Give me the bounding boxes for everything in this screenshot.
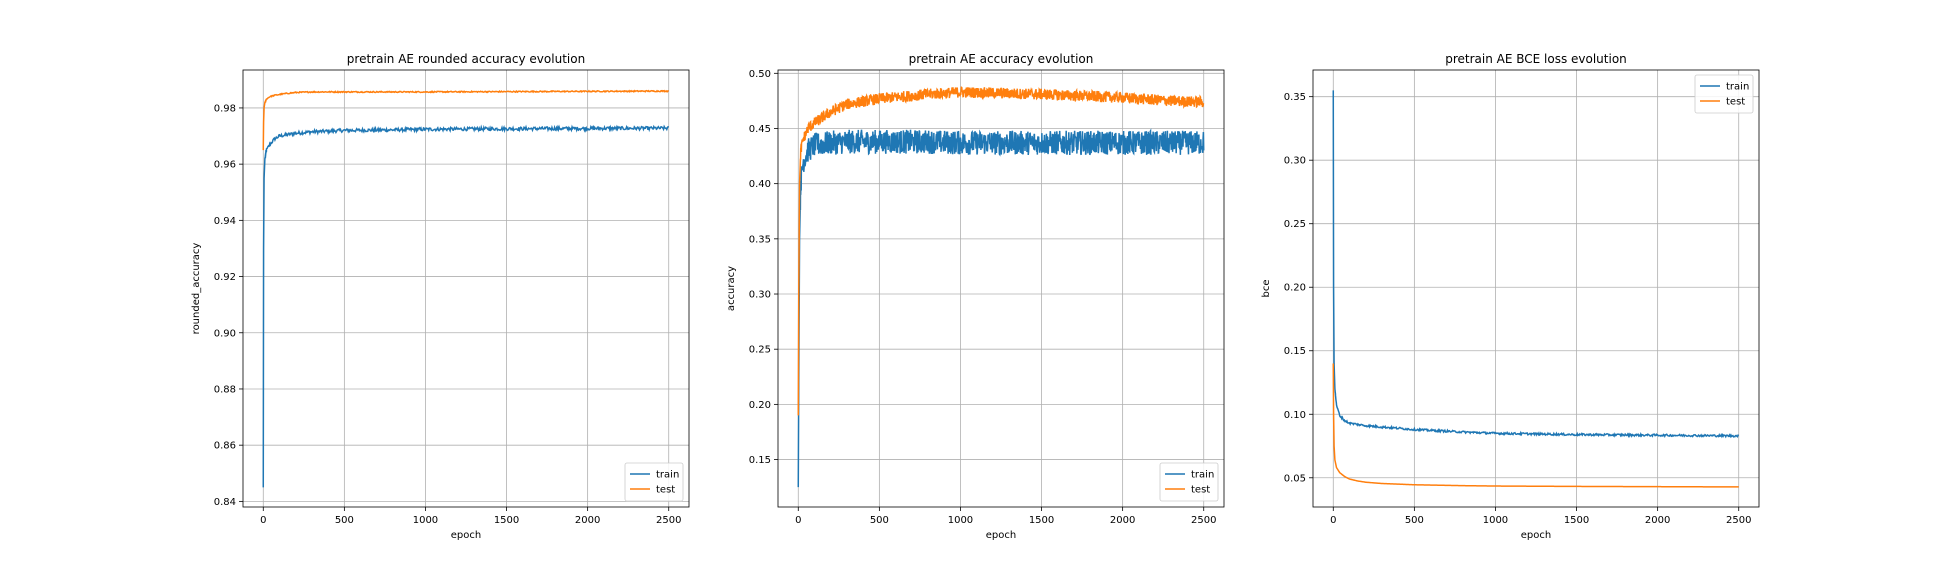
legend-label-test: test xyxy=(1726,97,1745,108)
x-tick-label: 2000 xyxy=(575,515,600,526)
x-axis-label: epoch xyxy=(451,530,481,541)
x-tick-label: 1500 xyxy=(1564,515,1589,526)
y-tick-label: 0.94 xyxy=(214,216,236,227)
axes-frame xyxy=(777,69,1225,508)
axes-frame xyxy=(1312,69,1760,508)
chart-title: pretrain AE BCE loss evolution xyxy=(1445,52,1627,66)
y-axis-label: rounded_accuracy xyxy=(191,243,202,335)
x-axis-label: epoch xyxy=(1521,530,1551,541)
chart-panel-1: 0 500 1000 1500 2000 2500 0.84 0.86 0.88 0.90 0.92… xyxy=(191,52,690,541)
x-tick-label: 1500 xyxy=(1029,515,1054,526)
legend-box xyxy=(1159,462,1219,502)
x-tick-label: 2500 xyxy=(1726,515,1751,526)
chart-panel-3: 0 500 1000 1500 2000 2500 0.05 0.10 0.15 0.20 0.25… xyxy=(1261,52,1760,541)
y-tick-label: 0.45 xyxy=(749,124,771,135)
y-tick-label: 0.98 xyxy=(214,103,236,114)
y-tick-label: 0.35 xyxy=(749,234,771,245)
x-axis-label: epoch xyxy=(986,530,1016,541)
y-tick-label: 0.92 xyxy=(214,272,236,283)
chart-title: pretrain AE accuracy evolution xyxy=(909,52,1094,66)
x-tick-label: 2000 xyxy=(1645,515,1670,526)
x-tick-label: 0 xyxy=(1330,515,1336,526)
y-tick-label: 0.90 xyxy=(214,328,236,339)
legend: train test xyxy=(1694,74,1754,114)
y-tick-label: 0.88 xyxy=(214,384,236,395)
x-tick-label: 2500 xyxy=(656,515,681,526)
series-line-train xyxy=(262,124,669,488)
y-tick-label: 0.25 xyxy=(1284,219,1306,230)
x-tick-label: 0 xyxy=(260,515,266,526)
x-tick-label: 2000 xyxy=(1110,515,1135,526)
x-tick-label: 1000 xyxy=(413,515,438,526)
legend-box xyxy=(624,462,684,502)
x-tick-label: 1000 xyxy=(1483,515,1508,526)
legend: train test xyxy=(624,462,684,502)
legend-label-test: test xyxy=(656,485,675,496)
x-tick-label: 500 xyxy=(335,515,354,526)
legend-label-train: train xyxy=(1726,82,1749,93)
x-tick-label: 500 xyxy=(870,515,889,526)
series-line-train xyxy=(1332,90,1740,439)
x-tick-label: 500 xyxy=(1405,515,1424,526)
x-tick-label: 2500 xyxy=(1191,515,1216,526)
plot-area xyxy=(1313,70,1759,507)
legend-box xyxy=(1694,74,1754,114)
y-tick-label: 0.50 xyxy=(749,69,771,80)
y-tick-label: 0.15 xyxy=(1284,346,1306,357)
y-tick-label: 0.05 xyxy=(1284,473,1306,484)
y-tick-label: 0.30 xyxy=(749,290,771,301)
x-tick-label: 1000 xyxy=(948,515,973,526)
legend: train test xyxy=(1159,462,1219,502)
y-tick-label: 0.20 xyxy=(1284,283,1306,294)
y-tick-label: 0.20 xyxy=(749,400,771,411)
series-line-test xyxy=(262,89,670,151)
series-line-train xyxy=(797,128,1205,488)
series-line-test xyxy=(1332,363,1739,488)
legend-label-test: test xyxy=(1191,485,1210,496)
y-tick-label: 0.86 xyxy=(214,441,236,452)
legend-label-train: train xyxy=(656,470,679,481)
x-tick-label: 1500 xyxy=(494,515,519,526)
y-tick-label: 0.30 xyxy=(1284,156,1306,167)
y-tick-label: 0.35 xyxy=(1284,92,1306,103)
x-tick-label: 0 xyxy=(795,515,801,526)
y-tick-label: 0.40 xyxy=(749,179,771,190)
series-line-test xyxy=(797,86,1205,416)
y-tick-label: 0.84 xyxy=(214,497,236,508)
y-tick-label: 0.10 xyxy=(1284,410,1306,421)
y-axis-label: accuracy xyxy=(726,266,737,311)
y-tick-label: 0.96 xyxy=(214,160,236,171)
chart-panel-2: 0 500 1000 1500 2000 2500 0.15 0.20 0.25 0.30 0.35… xyxy=(726,52,1225,541)
y-axis-label: bce xyxy=(1261,280,1272,298)
axes-frame xyxy=(242,69,690,508)
y-tick-label: 0.25 xyxy=(749,345,771,356)
plot-area xyxy=(243,70,689,507)
chart-title: pretrain AE rounded accuracy evolution xyxy=(347,52,585,66)
y-tick-label: 0.15 xyxy=(749,455,771,466)
legend-label-train: train xyxy=(1191,470,1214,481)
